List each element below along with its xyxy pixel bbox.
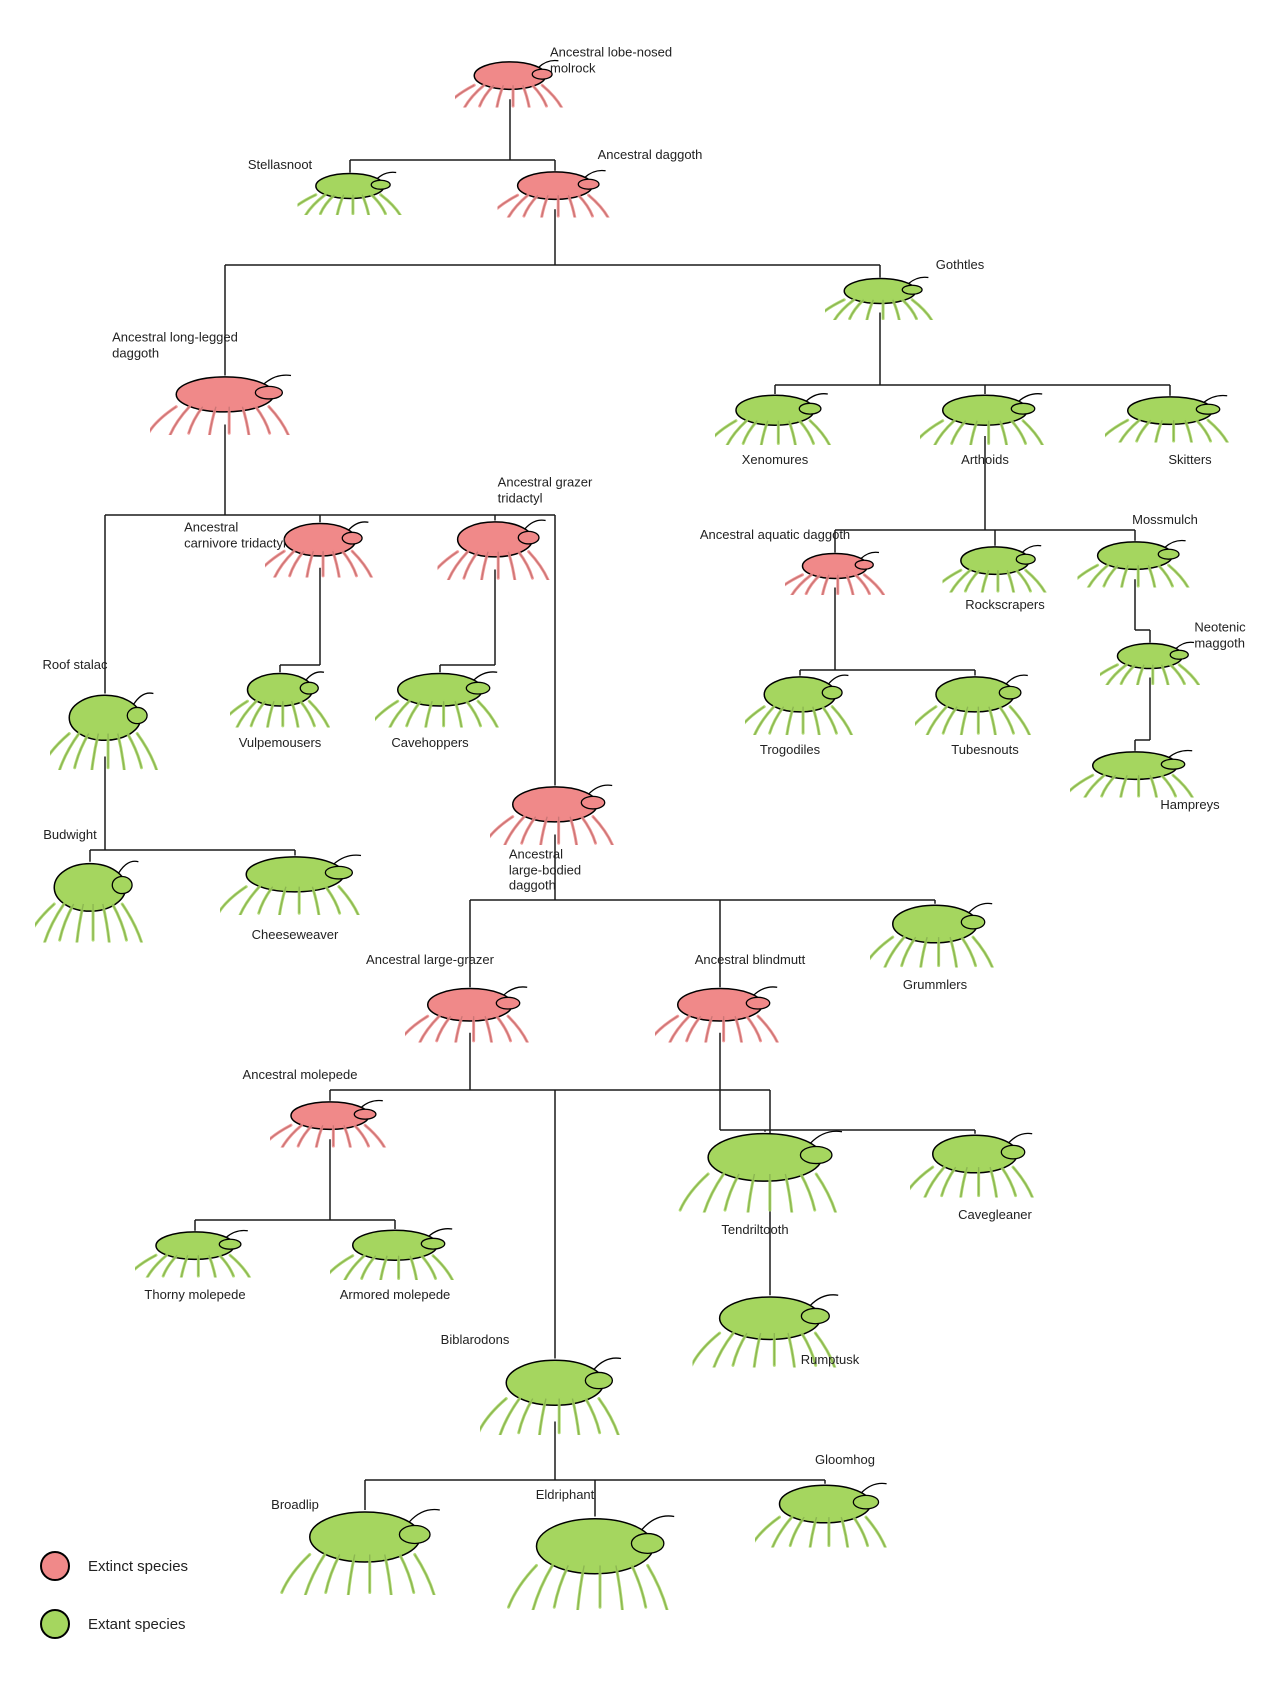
species-label: Broadlip [271,1497,319,1513]
species-lbdaggoth [490,775,620,845]
species-tendriltooth [678,1118,853,1213]
species-gloomhog [755,1473,895,1548]
species-mossmulch [1078,533,1193,588]
species-label: Ancestral grazer tridactyl [498,474,593,505]
species-label: Eldriphant [536,1487,595,1503]
species-label: Budwight [43,827,96,843]
species-label: Xenomures [742,452,808,468]
species-vulpemousers [230,663,330,728]
species-gothtles [825,270,935,320]
species-label: Biblarodons [441,1332,510,1348]
species-label: Trogodiles [760,742,820,758]
species-label: Tendriltooth [721,1222,788,1238]
legend-row-extant: Extant species [40,1609,188,1639]
species-label: Ancestral lobe-nosed molrock [550,44,710,75]
species-label: Armored molepede [340,1287,451,1303]
species-neomaggoth [1100,635,1200,685]
species-label: Gloomhog [815,1452,875,1468]
species-label: Cavehoppers [391,735,468,751]
species-label: Ancestral blindmutt [695,952,806,968]
species-label: Rockscrapers [965,597,1044,613]
species-label: Grummlers [903,977,967,993]
species-lldaggoth [150,365,300,435]
species-arthoids [920,385,1050,445]
edges-layer [0,0,1280,1707]
species-biblarodons [480,1345,630,1435]
species-cavegleaner [910,1123,1040,1198]
legend-label-extinct: Extinct species [88,1558,188,1575]
species-eldriphant [505,1500,685,1610]
species-graztri [438,510,553,580]
species-xenomures [715,385,835,445]
species-label: Cheeseweaver [252,927,339,943]
species-label: Thorny molepede [144,1287,245,1303]
species-label: Rumptusk [801,1352,860,1368]
species-skitters [1105,388,1235,443]
species-cavehoppers [375,663,505,728]
legend-row-extinct: Extinct species [40,1551,188,1581]
species-label: Skitters [1168,452,1211,468]
species-label: Arthoids [961,452,1009,468]
species-tubesnouts [915,665,1035,735]
species-label: Tubesnouts [951,742,1018,758]
phylogeny-canvas: Ancestral lobe-nosed molrock Stellasnoot A… [0,0,1280,1707]
species-roofstalac [50,680,160,770]
species-molepede [270,1093,390,1148]
species-label: Cavegleaner [958,1207,1032,1223]
species-aquadaggoth [785,545,885,595]
species-cheeseweaver [220,845,370,915]
legend-swatch-extinct-icon [40,1551,70,1581]
species-label: Vulpemousers [239,735,322,751]
species-hampreys [1070,743,1200,798]
species-label: Gothtles [936,257,984,273]
species-stellasnoot [298,165,403,215]
species-largegrazer [405,978,535,1043]
species-label: Stellasnoot [248,157,312,173]
species-label: Ancestral aquatic daggoth [700,527,850,543]
species-label: Ancestral long-legged daggoth [112,329,238,360]
legend-label-extant: Extant species [88,1616,186,1633]
species-molrock [455,53,565,108]
species-trogodiles [745,665,855,735]
species-label: Roof stalac [42,657,107,673]
species-label: Ancestral daggoth [598,147,703,163]
species-label: Ancestral molepede [243,1067,358,1083]
species-budwight [35,848,145,943]
species-blindmutt [655,978,785,1043]
species-label: Neotenic maggoth [1194,619,1245,650]
species-label: Ancestral large-grazer [366,952,494,968]
species-label: Hampreys [1160,797,1219,813]
species-label: Mossmulch [1132,512,1198,528]
species-label: Ancestral carnivore tridactyl [184,519,286,550]
legend: Extinct species Extant species [40,1551,188,1667]
legend-swatch-extant-icon [40,1609,70,1639]
species-daggoth [498,163,613,218]
species-armormole [330,1220,460,1280]
species-label: Ancestral large-bodied daggoth [509,847,581,894]
species-thornymole [135,1223,255,1278]
species-grummlers [870,893,1000,968]
species-rockscrapers [943,538,1048,593]
